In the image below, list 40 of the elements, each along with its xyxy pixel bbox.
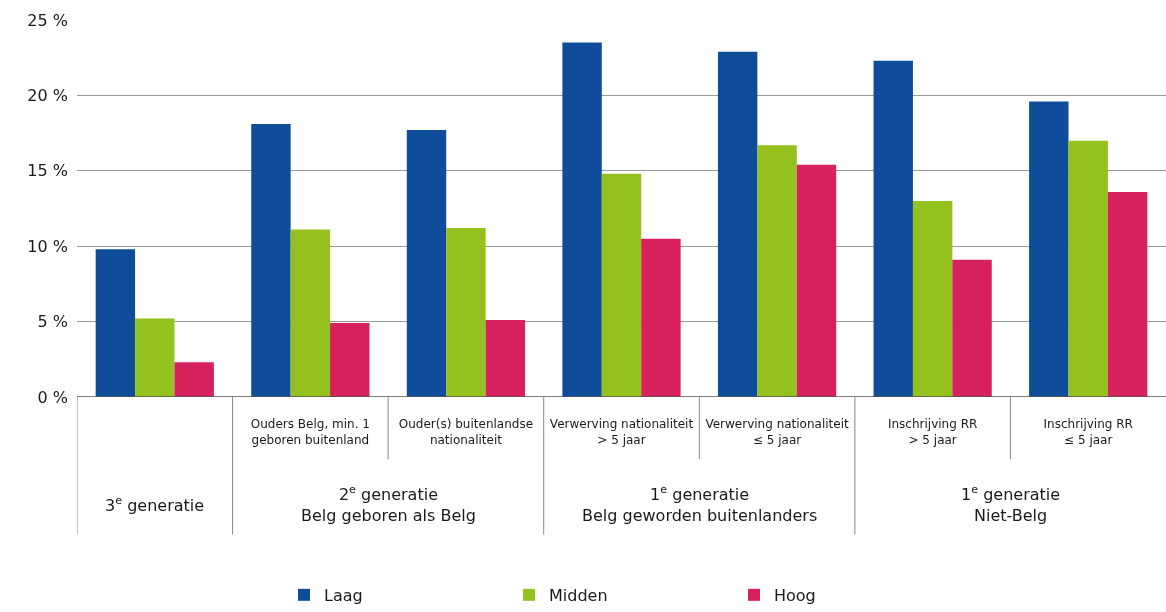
x-tick-label: Ouder(s) buitenlandse nationaliteit xyxy=(398,417,534,447)
legend-label: Hoog xyxy=(774,586,816,606)
bar xyxy=(95,249,136,397)
bar xyxy=(757,145,797,397)
bar xyxy=(290,229,331,397)
text: 1$^{e}$ generatie Niet-Belg xyxy=(961,483,1061,525)
bar xyxy=(796,164,837,397)
bar xyxy=(406,130,447,397)
x-tick-label: Inschrijving RR > 5 jaar xyxy=(887,417,978,447)
legend-label: Laag xyxy=(324,586,363,606)
bar xyxy=(330,323,370,397)
bar xyxy=(873,60,913,397)
bar xyxy=(562,42,602,397)
bar xyxy=(251,124,291,397)
y-tick-label: 10 % xyxy=(27,236,68,256)
bar xyxy=(135,318,175,397)
y-tick-label: 0 % xyxy=(37,387,68,407)
text: 2$^{e}$ generatie Belg geboren als Belg xyxy=(301,483,476,525)
bar xyxy=(174,362,214,397)
bar xyxy=(1029,101,1069,397)
x-tick-label: Verwerving nationaliteit ≤ 5 jaar xyxy=(705,417,850,447)
bar xyxy=(601,173,642,397)
y-tick-label: 15 % xyxy=(27,161,68,181)
y-tick-label: 5 % xyxy=(37,312,68,332)
bar xyxy=(485,320,526,397)
bar xyxy=(717,51,758,397)
x-tick-label: Verwerving nationaliteit > 5 jaar xyxy=(549,417,694,447)
y-tick-label: 20 % xyxy=(27,86,68,105)
x-tick-label: Inschrijving RR ≤ 5 jaar xyxy=(1043,417,1133,447)
bar xyxy=(641,238,681,397)
bar xyxy=(912,200,953,397)
y-tick-label: 25 % xyxy=(27,10,68,30)
legend-label: Midden xyxy=(549,586,608,606)
bar xyxy=(952,259,992,397)
x-tick-label: Ouders Belg, min. 1 geboren buitenland xyxy=(250,417,370,447)
bar xyxy=(1107,191,1148,397)
bar xyxy=(446,228,486,397)
text: 3$^{e}$ generatie xyxy=(105,494,205,515)
bar xyxy=(1068,140,1108,397)
text: 1$^{e}$ generatie Belg geworden buitenlanders xyxy=(582,483,818,525)
